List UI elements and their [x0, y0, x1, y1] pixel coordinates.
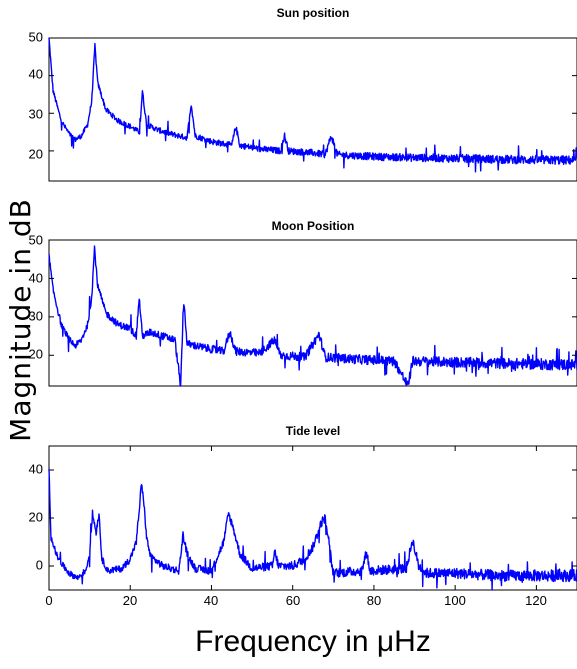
ytick-label: 30 — [29, 106, 43, 121]
xtick-label: 120 — [525, 593, 547, 608]
y-axis-label: Magnitude in dB — [4, 198, 37, 442]
yticks-tide: 0 20 40 — [29, 461, 43, 572]
ytick-label: 40 — [29, 270, 43, 285]
ytick-label: 0 — [36, 557, 43, 572]
panel-title-sun: Sun position — [277, 6, 350, 20]
series-line-sun — [48, 37, 577, 173]
xtick-label: 0 — [45, 593, 52, 608]
axes-box-tide — [48, 445, 577, 591]
panel-tide-level: Tide level 0 20 40 0 20 40 60 80 100 120 — [29, 424, 577, 608]
panel-title-tide: Tide level — [286, 424, 340, 438]
xtick-label: 40 — [204, 593, 218, 608]
panel-title-moon: Moon Position — [272, 219, 355, 233]
x-axis-label: Frequency in μHz — [195, 625, 431, 658]
ytick-label: 40 — [29, 461, 43, 476]
ytick-label: 30 — [29, 308, 43, 323]
ytick-label: 50 — [29, 232, 43, 247]
ytick-label: 20 — [29, 146, 43, 161]
series-line-path — [48, 468, 577, 591]
ytick-label: 40 — [29, 66, 43, 81]
ytick-label: 20 — [29, 346, 43, 361]
xtick-label: 80 — [367, 593, 381, 608]
xtick-label: 20 — [123, 593, 137, 608]
series-line-moon — [48, 245, 577, 387]
panel-sun-position: Sun position 20 30 40 50 — [29, 6, 577, 182]
ytick-label: 20 — [29, 509, 43, 524]
series-line-tide — [48, 468, 577, 591]
ytick-label: 50 — [29, 29, 43, 44]
tick-marks — [48, 37, 577, 590]
yticks-sun: 20 30 40 50 — [29, 29, 43, 161]
xtick-label: 100 — [444, 593, 466, 608]
series-line-path — [48, 245, 577, 387]
xtick-label: 60 — [286, 593, 300, 608]
yticks-moon: 20 30 40 50 — [29, 232, 43, 361]
panel-moon-position: Moon Position 20 30 40 50 — [29, 219, 577, 387]
series-line-path — [48, 37, 577, 173]
xticks-tide: 0 20 40 60 80 100 120 — [45, 593, 546, 608]
